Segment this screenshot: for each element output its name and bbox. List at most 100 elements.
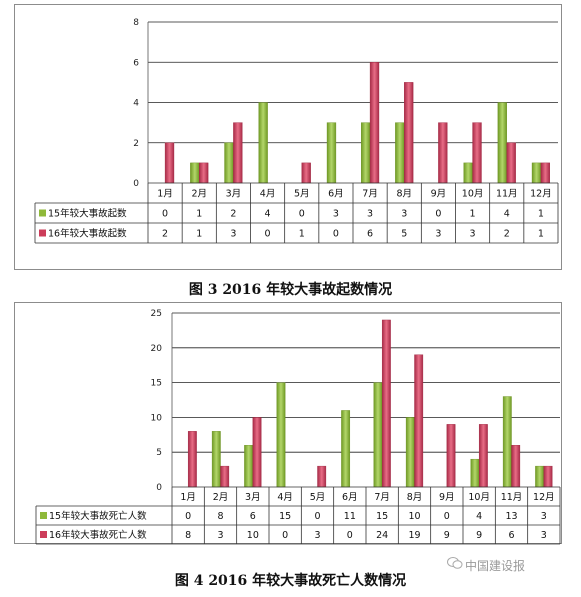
chart2-category-label: 11月: [501, 492, 523, 503]
chart2-category-label: 2月: [213, 492, 229, 503]
chart1-bar-s1-m8: [395, 122, 405, 184]
chart2-ytick-label: 15: [151, 379, 162, 389]
chart2-category-label: 4月: [277, 492, 293, 503]
chart1-value-s1-m7: 3: [367, 209, 373, 220]
chart1-category-label: 2月: [191, 189, 207, 200]
chart1-bar-s1-m10: [463, 162, 473, 184]
chart1-bar-s1-m4: [258, 102, 268, 184]
chart1-value-s2-m1: 2: [162, 229, 168, 240]
chart2-bar-s1-m4: [276, 382, 286, 488]
chart2-category-label: 6月: [342, 492, 358, 503]
chart2-ytick-label: 5: [156, 448, 162, 458]
figure-4-caption: 图 4 2016 年较大事故死亡人数情况: [174, 573, 407, 589]
chart2-value-s1-m10: 4: [476, 511, 482, 522]
chart1-value-s1-m5: 0: [299, 209, 305, 220]
chart1-bar-s2-m8: [404, 82, 414, 184]
chart2-value-s1-m3: 6: [250, 511, 256, 522]
chart2-value-s2-m5: 3: [314, 530, 320, 541]
chart2-value-s1-m8: 10: [408, 511, 420, 522]
chart1-value-s1-m10: 1: [470, 209, 476, 220]
chart1-value-s2-m2: 1: [196, 229, 202, 240]
chart2-value-s2-m7: 24: [376, 530, 388, 541]
chart1-ytick-label: 2: [133, 139, 139, 149]
chart1-category-label: 5月: [294, 189, 310, 200]
chart2-category-label: 5月: [310, 492, 326, 503]
chart1-category-label: 7月: [362, 189, 378, 200]
chart2-value-s1-m5: 0: [314, 511, 320, 522]
chart1-category-label: 9月: [431, 189, 447, 200]
chart2-value-s1-m6: 11: [344, 511, 356, 522]
chart2-category-label: 3月: [245, 492, 261, 503]
chart1-bar-s1-m2: [190, 162, 200, 184]
chart2-bar-s2-m5: [317, 465, 327, 488]
chart1-value-s2-m10: 3: [470, 229, 476, 240]
chart2-category-label: 9月: [439, 492, 455, 503]
chart1-category-label: 12月: [530, 189, 552, 200]
chart2-bar-s2-m10: [478, 424, 488, 488]
chart2-category-label: 10月: [468, 492, 490, 503]
chart1-value-s1-m8: 3: [401, 209, 407, 220]
chart1-bar-s2-m11: [506, 142, 516, 184]
chart1-value-s1-m12: 1: [538, 209, 544, 220]
chart2-ytick-label: 10: [151, 413, 163, 423]
chart1-bar-s2-m1: [164, 142, 175, 184]
chart1-bar-s1-m3: [224, 142, 234, 184]
chart1-value-s1-m4: 4: [265, 209, 271, 220]
chart1-value-s2-m8: 5: [401, 229, 407, 240]
chart1-value-s1-m6: 3: [333, 209, 339, 220]
chart1-value-s1-m11: 4: [504, 209, 510, 220]
chart1-value-s2-m9: 3: [435, 229, 441, 240]
chart1-bar-s2-m10: [472, 122, 482, 184]
wechat-icon: [447, 557, 463, 571]
chart2-value-s1-m2: 8: [217, 511, 223, 522]
chart1-category-label: 8月: [396, 189, 412, 200]
chart1-category-label: 3月: [226, 189, 242, 200]
chart2-ytick-label: 20: [151, 344, 163, 354]
chart2-value-s1-m12: 3: [541, 511, 547, 522]
chart2-bar-s2-m12: [543, 465, 553, 488]
chart-2-frame: [14, 302, 562, 544]
chart2-bar-s2-m9: [446, 424, 456, 488]
chart2-value-s1-m1: 0: [185, 511, 191, 522]
chart2-bar-s1-m11: [502, 396, 512, 488]
chart1-bar-s1-m6: [326, 122, 337, 184]
chart1-bar-s1-m12: [531, 162, 542, 184]
chart1-legend-swatch-2: [39, 229, 46, 237]
chart2-legend-label-1: 15年较大事故死亡人数: [49, 510, 147, 522]
chart2-bar-s2-m8: [414, 354, 424, 488]
chart1-value-s1-m3: 2: [230, 209, 236, 220]
chart1-legend-swatch-1: [39, 209, 46, 217]
chart1-bar-s2-m12: [540, 162, 551, 184]
chart1-legend-label-1: 15年较大事故起数: [48, 208, 127, 220]
chart2-legend-swatch-2: [40, 531, 47, 538]
chart2-bar-s1-m7: [373, 382, 383, 488]
chart1-ytick-label: 0: [133, 179, 139, 189]
chart2-value-s1-m9: 0: [444, 511, 450, 522]
chart2-value-s2-m4: 0: [282, 530, 288, 541]
chart1-bar-s2-m2: [199, 162, 209, 184]
chart1-ytick-label: 8: [133, 18, 139, 28]
figure-3-caption: 图 3 2016 年较大事故起数情况: [188, 282, 393, 298]
chart2-value-s2-m2: 3: [217, 530, 223, 541]
chart2-value-s2-m12: 3: [541, 530, 547, 541]
chart2-bar-s1-m10: [470, 458, 480, 488]
chart1-value-s2-m5: 1: [299, 229, 305, 240]
chart2-value-s2-m1: 8: [185, 530, 191, 541]
chart1-value-s1-m9: 0: [435, 209, 441, 220]
chart2-value-s2-m10: 9: [476, 530, 482, 541]
chart1-value-s2-m4: 0: [265, 229, 271, 240]
chart1-value-s2-m6: 0: [333, 229, 339, 240]
chart2-value-s1-m11: 13: [505, 511, 517, 522]
chart1-bar-s2-m3: [233, 122, 243, 184]
chart2-bar-s2-m2: [220, 465, 230, 488]
chart2-bar-s2-m3: [252, 417, 262, 488]
chart2-bar-s1-m8: [405, 417, 415, 488]
chart1-legend-label-2: 16年较大事故起数: [48, 228, 127, 240]
chart1-category-label: 11月: [496, 189, 518, 200]
chart2-value-s2-m3: 10: [247, 530, 259, 541]
chart2-legend-label-2: 16年较大事故死亡人数: [49, 529, 147, 541]
chart2-legend-swatch-1: [40, 512, 47, 519]
chart2-ytick-label: 25: [151, 309, 162, 319]
chart1-value-s2-m11: 2: [504, 229, 510, 240]
